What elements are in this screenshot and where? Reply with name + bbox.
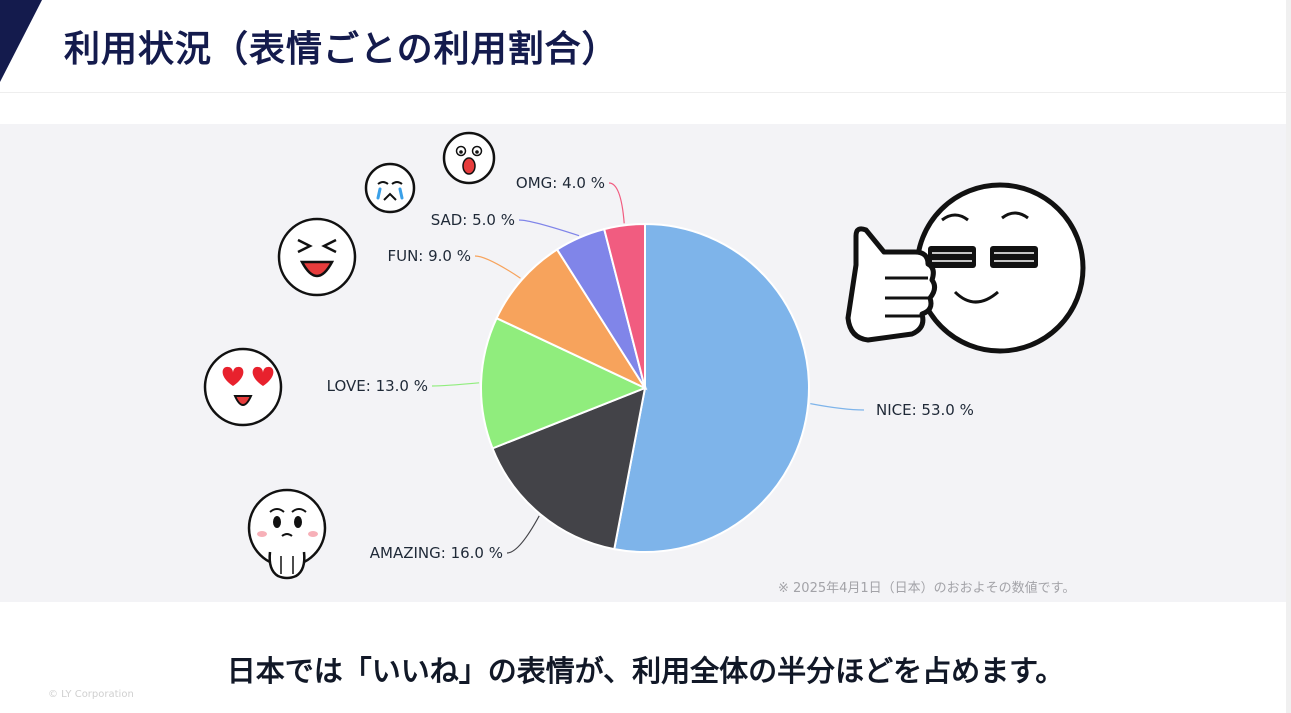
connector-sad	[518, 219, 580, 237]
slice-labels: NICE: 53.0 % AMAZING: 16.0 % LOVE: 13.0 % F…	[327, 174, 974, 562]
slice-label-amazing: AMAZING: 16.0 %	[370, 544, 503, 562]
connector-nice	[810, 403, 865, 411]
shocked-face-icon	[442, 131, 496, 185]
connector-omg	[608, 182, 625, 224]
slice-label-fun: FUN: 9.0 %	[387, 247, 471, 265]
pie-slice-love	[480, 316, 648, 450]
chart-note: ※ 2025年4月1日（日本）のおおよその数値です。	[778, 581, 1076, 596]
thumbs-up-sunglasses-face-icon	[845, 182, 1086, 354]
slice-label-nice: NICE: 53.0 %	[876, 401, 974, 419]
laughing-face-icon	[277, 217, 357, 297]
slide-edge	[1286, 0, 1291, 713]
pie-slice-fun	[495, 248, 648, 391]
heart-eyes-face-icon	[203, 347, 283, 427]
slice-label-sad: SAD: 5.0 %	[431, 211, 515, 229]
pie-slices	[480, 222, 810, 553]
connector-love	[431, 382, 480, 387]
page-title: 利用状況（表情ごとの利用割合）	[64, 29, 619, 70]
slice-label-omg: OMG: 4.0 %	[516, 174, 605, 192]
header-divider	[0, 92, 1291, 93]
connector-amazing	[506, 515, 540, 554]
header-corner-accent	[0, 0, 42, 82]
label-connectors	[431, 182, 865, 554]
touched-face-icon	[247, 488, 327, 580]
connector-fun	[474, 255, 521, 279]
slice-label-love: LOVE: 13.0 %	[327, 377, 428, 395]
pie-slice-nice	[613, 222, 810, 553]
summary-text: 日本では「いいね」の表情が、利用全体の半分ほどを占めます。	[226, 654, 1065, 688]
copyright: © LY Corporation	[48, 689, 134, 700]
crying-face-icon	[364, 162, 416, 214]
pie-slice-omg	[602, 222, 646, 389]
pie-slice-amazing	[491, 386, 647, 551]
